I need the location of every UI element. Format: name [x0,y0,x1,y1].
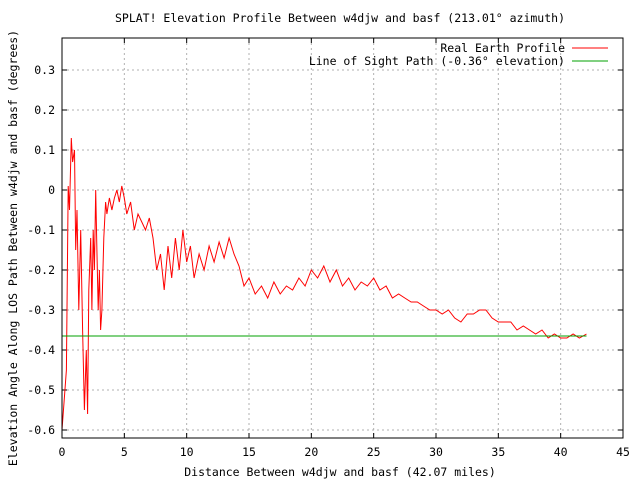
x-tick-label: 0 [59,445,66,459]
x-tick-label: 10 [180,445,194,459]
grid [62,38,623,438]
real-earth-profile-line [61,137,587,431]
y-tick-label: -0.2 [27,263,55,277]
chart-title: SPLAT! Elevation Profile Between w4djw a… [115,11,565,25]
series-layer [61,137,587,431]
x-tick-label: 35 [491,445,505,459]
y-tick-label: -0.6 [27,423,55,437]
y-axis-ticks: 0.3 0.2 0.1 0 -0.1 -0.2 -0.3 -0.4 -0.5 -0.6 [27,63,623,437]
x-axis-ticks: 0 5 10 15 20 25 30 35 40 45 [59,38,630,459]
x-tick-label: 5 [121,445,128,459]
x-tick-label: 25 [367,445,381,459]
y-tick-label: 0 [48,183,55,197]
plot-area-frame [61,37,624,439]
x-tick-label: 20 [304,445,318,459]
y-tick-label: 0.1 [34,143,55,157]
y-tick-label: 0.3 [34,63,55,77]
x-tick-label: 40 [554,445,568,459]
x-tick-label: 15 [242,445,256,459]
y-tick-label: -0.1 [27,223,55,237]
y-tick-label: 0.2 [34,103,55,117]
legend-label: Real Earth Profile [440,41,565,55]
y-axis-label: Elevation Angle Along LOS Path Between w… [6,30,20,466]
x-tick-label: 30 [429,445,443,459]
x-tick-label: 45 [616,445,630,459]
x-axis-label: Distance Between w4djw and basf (42.07 m… [184,465,496,479]
y-tick-label: -0.3 [27,303,55,317]
y-tick-label: -0.4 [27,343,55,357]
legend-label: Line of Sight Path (-0.36° elevation) [309,54,565,68]
y-tick-label: -0.5 [27,383,55,397]
